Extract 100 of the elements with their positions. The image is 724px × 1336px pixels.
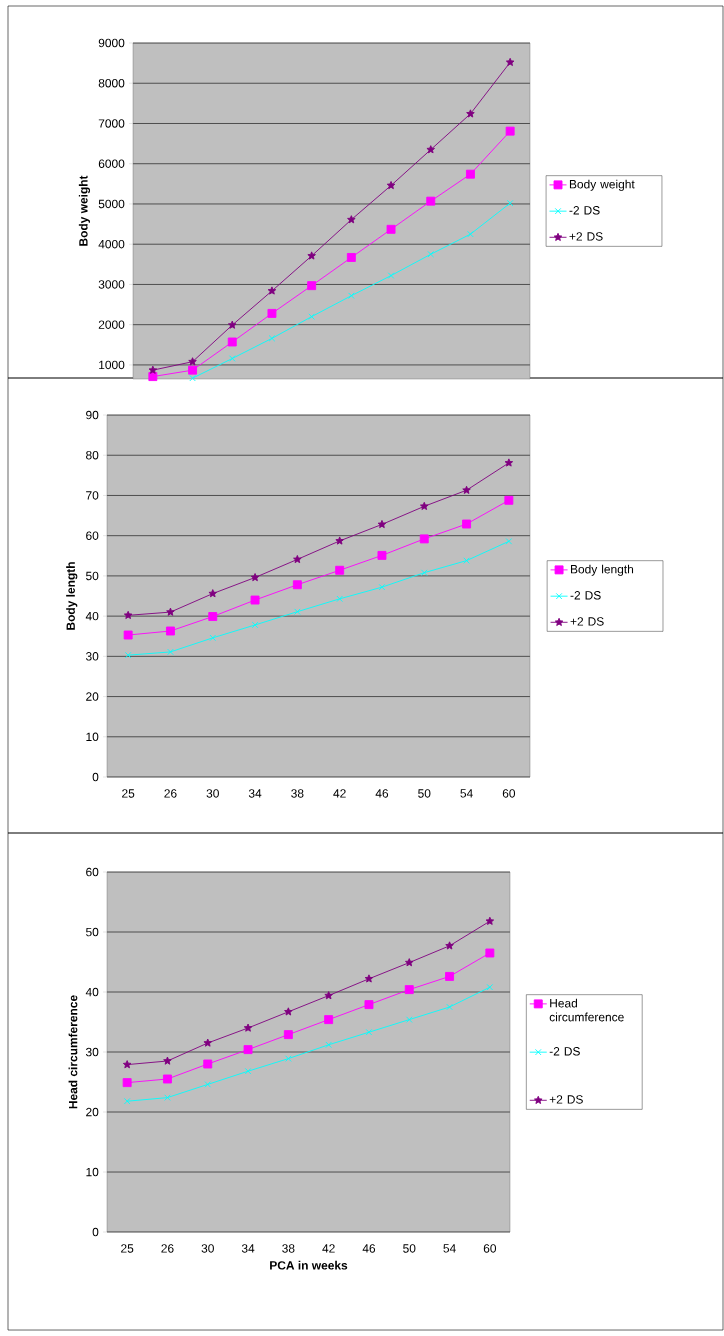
y-tick-label: 70	[86, 491, 99, 500]
point	[346, 253, 356, 262]
point	[419, 534, 429, 544]
point	[405, 958, 414, 967]
y-tick-label: 20	[86, 1107, 99, 1117]
legend-label: Head circumference	[549, 998, 624, 1022]
point	[251, 621, 259, 629]
point	[335, 536, 344, 545]
point	[204, 1081, 212, 1088]
point	[365, 1028, 373, 1036]
point	[506, 199, 514, 207]
legend-label: -2 DS	[549, 1047, 580, 1056]
x-tick-label: 26	[161, 1244, 174, 1253]
point	[505, 57, 515, 66]
point	[243, 1045, 253, 1055]
point	[163, 1056, 172, 1065]
point	[189, 374, 196, 382]
legend-label: Body weight	[569, 179, 635, 191]
point	[293, 554, 302, 564]
point	[486, 983, 494, 991]
point	[463, 557, 470, 564]
point	[243, 1023, 253, 1032]
legend-label: -2 DS	[569, 206, 600, 215]
x-tick-label: 38	[282, 1244, 295, 1253]
point	[123, 610, 133, 619]
y-tick-label: 0	[92, 1227, 99, 1237]
point	[283, 1030, 293, 1040]
legend-label: +2 DS	[569, 232, 603, 241]
point	[166, 626, 175, 636]
point	[324, 991, 333, 1000]
legend-label: -2 DS	[570, 591, 601, 600]
point	[122, 1078, 132, 1088]
point	[347, 215, 356, 224]
x-tick-label: 50	[418, 789, 431, 798]
point	[307, 281, 317, 291]
point	[250, 595, 260, 605]
point	[405, 1016, 413, 1023]
point	[208, 612, 218, 621]
point	[426, 145, 435, 154]
point	[427, 250, 435, 258]
y-tick-label: 0	[92, 772, 99, 782]
point	[294, 608, 301, 615]
point	[485, 948, 495, 958]
point	[285, 1055, 292, 1062]
point	[167, 648, 174, 656]
point	[227, 337, 237, 347]
point	[122, 1060, 132, 1069]
point	[504, 458, 514, 467]
x-tick-label: 34	[248, 789, 262, 798]
y-tick-label: 5000	[98, 199, 125, 209]
y-tick-label: 50	[86, 571, 99, 581]
x-tick-label: 46	[375, 789, 389, 798]
point	[164, 1094, 171, 1101]
point	[188, 357, 197, 366]
y-tick-label: 30	[85, 652, 99, 661]
y-tick-label: 8000	[98, 79, 125, 88]
y-tick-label: 9000	[98, 38, 125, 48]
point	[148, 372, 158, 382]
y-axis-title: Head circumference	[68, 995, 78, 1109]
x-tick-label: 38	[291, 789, 304, 798]
point	[284, 1007, 293, 1016]
y-tick-label: 40	[85, 987, 99, 997]
point	[467, 230, 474, 238]
point	[209, 634, 217, 642]
point	[420, 569, 428, 576]
x-tick-label: 46	[362, 1244, 376, 1253]
y-tick-label: 3000	[98, 280, 125, 289]
point	[324, 1015, 334, 1025]
point	[228, 355, 236, 362]
point	[462, 519, 472, 529]
point	[123, 630, 133, 640]
y-tick-label: 20	[86, 692, 99, 701]
y-tick-label: 80	[86, 451, 99, 460]
point	[378, 583, 386, 591]
point	[188, 365, 197, 375]
x-tick-label: 25	[122, 789, 135, 798]
point	[348, 292, 355, 299]
point	[208, 589, 218, 598]
point	[404, 985, 414, 995]
point	[505, 126, 515, 136]
point	[505, 538, 513, 545]
x-tick-label: 42	[322, 1244, 335, 1253]
point	[377, 550, 387, 560]
point	[426, 196, 436, 206]
y-tick-label: 50	[86, 927, 99, 937]
point	[267, 308, 277, 318]
x-tick-label: 54	[443, 1244, 456, 1253]
y-tick-label: 40	[85, 611, 99, 621]
x-tick-label: 42	[333, 789, 346, 798]
point	[466, 169, 475, 179]
y-tick-label: 10	[86, 732, 99, 742]
x-tick-label: 26	[164, 789, 177, 798]
point	[466, 109, 475, 118]
point	[292, 580, 302, 590]
y-tick-label: 7000	[98, 119, 125, 128]
y-axis-title: Body length	[66, 562, 78, 630]
x-tick-label: 30	[201, 1244, 214, 1253]
point	[386, 224, 396, 234]
point	[124, 651, 132, 659]
point	[364, 1000, 374, 1010]
